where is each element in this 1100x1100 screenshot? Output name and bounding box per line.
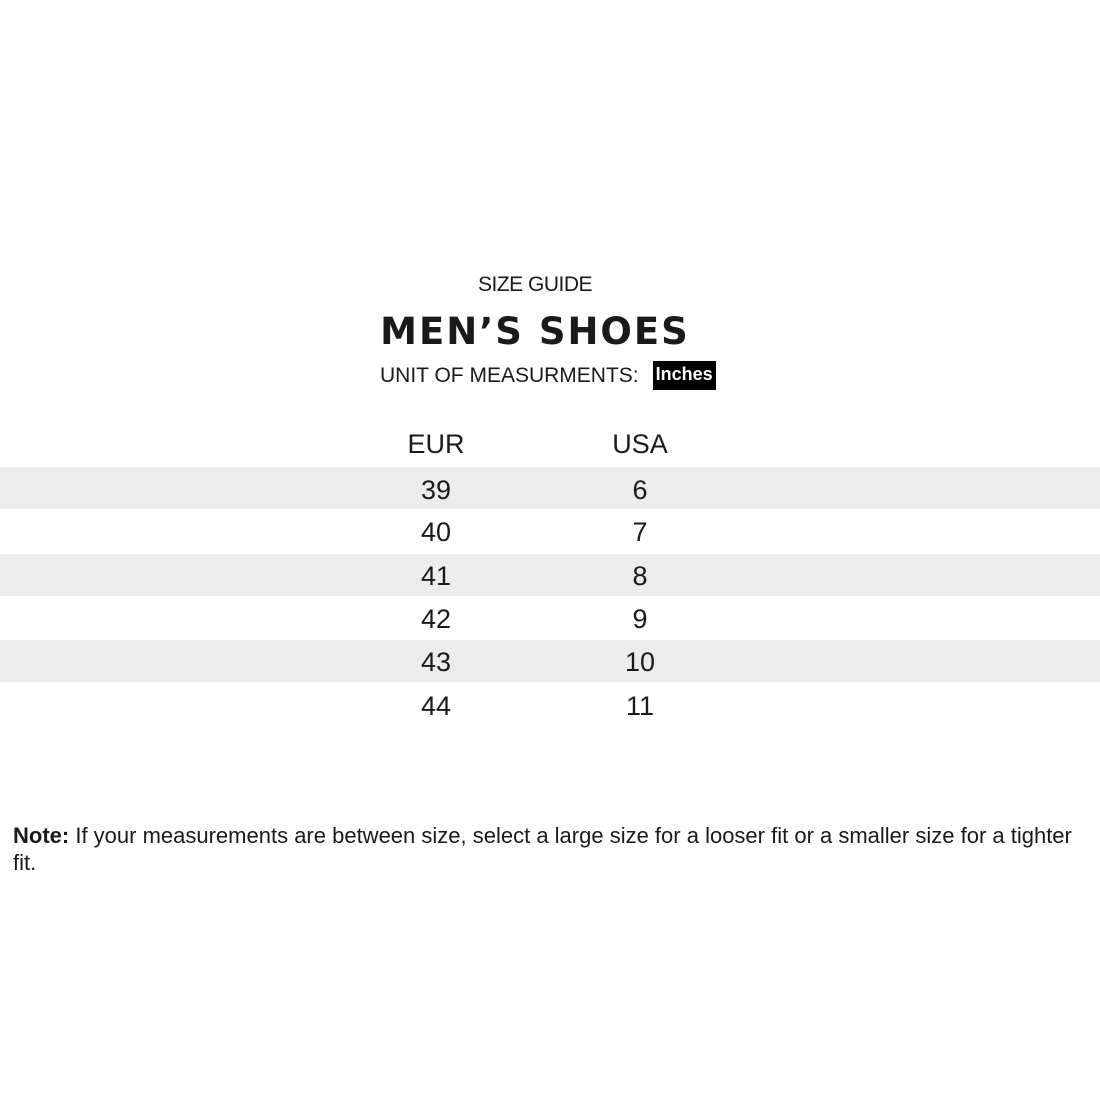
table-cell-eur: 42	[420, 604, 452, 634]
table-cell-eur: 39	[420, 475, 452, 505]
unit-badge: Inches	[652, 361, 716, 390]
column-header-usa: USA	[612, 429, 668, 459]
column-header-eur: EUR	[407, 429, 465, 459]
row-band	[0, 467, 1100, 509]
table-cell-usa: 7	[632, 517, 648, 547]
table-cell-usa: 9	[632, 604, 648, 634]
note: Note: If your measurements are between s…	[13, 822, 1093, 876]
table-cell-usa: 8	[632, 561, 648, 591]
page-title: MEN’S SHOES	[380, 310, 690, 353]
table-cell-usa: 11	[625, 691, 655, 721]
table-cell-eur: 43	[420, 647, 452, 677]
table-cell-eur: 44	[420, 691, 452, 721]
row-band	[0, 640, 1100, 682]
kicker: SIZE GUIDE	[477, 273, 593, 296]
unit-of-measurement: UNIT OF MEASURMENTS: Inches	[380, 361, 716, 390]
table-cell-eur: 40	[420, 517, 452, 547]
table-cell-eur: 41	[420, 561, 452, 591]
unit-label: UNIT OF MEASURMENTS:	[380, 363, 639, 387]
table-cell-usa: 6	[632, 475, 648, 505]
note-label: Note:	[13, 823, 70, 848]
row-band	[0, 554, 1100, 596]
note-text: If your measurements are between size, s…	[13, 823, 1072, 875]
table-cell-usa: 10	[624, 647, 656, 677]
